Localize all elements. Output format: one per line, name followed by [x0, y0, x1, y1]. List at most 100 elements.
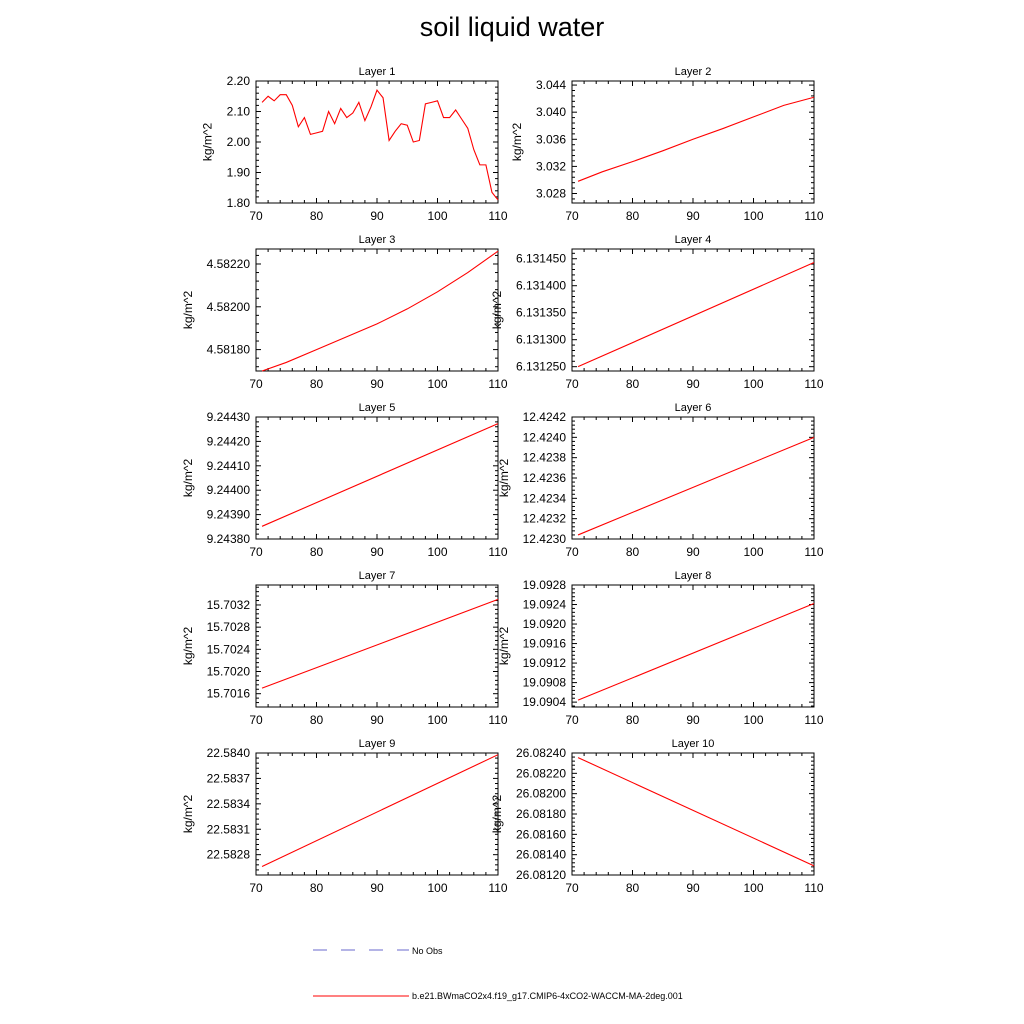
- layer-9-x-tick-label: 110: [488, 881, 507, 895]
- layer-10-x-tick-label: 70: [565, 881, 579, 895]
- layer-8-y-tick-label: 19.0924: [523, 598, 567, 612]
- layer-5-series-line: [261, 423, 499, 527]
- layer-7-x-tick-label: 110: [488, 713, 507, 727]
- layer-8-title: Layer 8: [675, 570, 712, 582]
- layer-10-panel: Layer 10 70 80 90 100 110 26.08120 26.08140 26.0…: [490, 738, 824, 895]
- layer-4-x-tick-label: 70: [565, 377, 579, 391]
- layer-4-title: Layer 4: [675, 234, 712, 246]
- layer-9-x-tick-label: 100: [427, 881, 447, 895]
- layer-7-x-tick-label: 100: [427, 713, 447, 727]
- layer-7-panel: Layer 7 70 80 90 100 110 15.7016 15.7020 15.7024…: [181, 570, 508, 727]
- layer-2-title: Layer 2: [675, 66, 712, 78]
- layer-10-x-tick-label: 90: [686, 881, 700, 895]
- layer-6-y-tick-label: 12.4230: [523, 532, 567, 546]
- layer-3-y-axis-label: kg/m^2: [181, 291, 195, 330]
- layer-4-y-tick-label: 6.131400: [516, 279, 566, 293]
- layer-10-series-line: [577, 757, 815, 867]
- layer-9-title: Layer 9: [359, 738, 396, 750]
- layer-4-y-axis-label: kg/m^2: [490, 291, 504, 330]
- layer-3-x-tick-label: 90: [370, 377, 384, 391]
- layer-2-x-tick-label: 110: [804, 209, 823, 223]
- layer-9-panel: Layer 9 70 80 90 100 110 22.5828 22.5831 22.5834…: [181, 738, 508, 895]
- layer-6-title: Layer 6: [675, 402, 712, 414]
- layer-8-x-tick-label: 80: [626, 713, 640, 727]
- layer-1-x-tick-label: 70: [249, 209, 263, 223]
- layer-9-y-tick-label: 22.5831: [207, 822, 251, 836]
- layer-10-x-tick-label: 100: [743, 881, 763, 895]
- layer-4-y-tick-label: 6.131300: [516, 333, 566, 347]
- layer-6-y-tick-label: 12.4240: [523, 430, 567, 444]
- layer-1-y-tick-label: 1.90: [227, 166, 251, 180]
- layer-2-y-tick-label: 3.032: [536, 159, 566, 173]
- layer-7-y-tick-label: 15.7016: [207, 687, 251, 701]
- layer-5-x-tick-label: 80: [310, 545, 324, 559]
- layer-8-y-axis-label: kg/m^2: [497, 627, 511, 666]
- layer-6-y-tick-label: 12.4232: [523, 512, 567, 526]
- layer-1-y-tick-label: 1.80: [227, 196, 251, 210]
- layer-4-y-tick-label: 6.131250: [516, 360, 566, 374]
- layer-6-plot-frame: [571, 416, 815, 540]
- layer-7-y-tick-label: 15.7024: [207, 642, 251, 656]
- legend-run-label: b.e21.BWmaCO2x4.f19_g17.CMIP6-4xCO2-WACC…: [412, 991, 683, 1001]
- layer-5-x-tick-label: 100: [427, 545, 447, 559]
- legend: No Obs b.e21.BWmaCO2x4.f19_g17.CMIP6-4xCO…: [313, 946, 683, 1001]
- layer-5-x-tick-label: 110: [488, 545, 507, 559]
- layer-8-y-tick-label: 19.0912: [523, 656, 567, 670]
- layer-3-title: Layer 3: [359, 234, 396, 246]
- layer-1-plot-frame: [255, 80, 499, 204]
- layer-3-plot-frame: [255, 248, 499, 372]
- layer-9-y-tick-label: 22.5828: [207, 848, 251, 862]
- layer-2-plot-frame: [571, 80, 815, 204]
- layer-5-panel: Layer 5 70 80 90 100 110 9.24380 9.24390 9.24400…: [181, 402, 508, 559]
- layer-9-x-tick-label: 90: [370, 881, 384, 895]
- layer-2-x-tick-label: 80: [626, 209, 640, 223]
- layer-10-x-tick-label: 110: [804, 881, 823, 895]
- layer-6-x-tick-label: 90: [686, 545, 700, 559]
- layer-4-y-tick-label: 6.131350: [516, 306, 566, 320]
- layer-4-plot-frame: [571, 248, 815, 372]
- layer-1-x-tick-label: 80: [310, 209, 324, 223]
- layer-1-y-tick-label: 2.20: [227, 74, 251, 88]
- layer-5-y-tick-label: 9.24390: [207, 508, 251, 522]
- layer-4-y-tick-label: 6.131450: [516, 252, 566, 266]
- main-title: soil liquid water: [419, 12, 605, 42]
- layer-5-x-tick-label: 90: [370, 545, 384, 559]
- layer-7-y-tick-label: 15.7032: [207, 598, 251, 612]
- layer-2-y-tick-label: 3.040: [536, 105, 566, 119]
- layer-8-panel: Layer 8 70 80 90 100 110 19.0904 19.0908 19.0912…: [497, 570, 824, 727]
- layer-8-x-tick-label: 90: [686, 713, 700, 727]
- layer-1-title: Layer 1: [359, 66, 396, 78]
- layer-5-x-tick-label: 70: [249, 545, 263, 559]
- layer-8-x-tick-label: 70: [565, 713, 579, 727]
- layer-4-x-tick-label: 80: [626, 377, 640, 391]
- layer-6-x-tick-label: 70: [565, 545, 579, 559]
- layer-3-x-tick-label: 80: [310, 377, 324, 391]
- layer-1-y-tick-label: 2.00: [227, 135, 251, 149]
- layer-5-y-tick-label: 9.24420: [207, 434, 251, 448]
- layer-6-x-tick-label: 110: [804, 545, 823, 559]
- layer-1-x-tick-label: 110: [488, 209, 507, 223]
- layer-5-y-tick-label: 9.24430: [207, 410, 251, 424]
- layer-7-x-tick-label: 80: [310, 713, 324, 727]
- layer-10-y-tick-label: 26.08160: [516, 827, 566, 841]
- layer-7-series-line: [261, 598, 499, 689]
- layer-4-x-tick-label: 110: [804, 377, 823, 391]
- layer-6-y-tick-label: 12.4242: [523, 410, 567, 424]
- layer-5-y-tick-label: 9.24410: [207, 459, 251, 473]
- layer-5-y-tick-label: 9.24400: [207, 483, 251, 497]
- layer-9-x-tick-label: 80: [310, 881, 324, 895]
- layer-3-y-tick-label: 4.58180: [207, 343, 251, 357]
- layer-2-x-tick-label: 70: [565, 209, 579, 223]
- layer-6-y-axis-label: kg/m^2: [497, 459, 511, 498]
- layer-10-title: Layer 10: [672, 738, 715, 750]
- layer-1-panel: Layer 1 70 80 90 100 110 1.80 1.90 2.00 2.10 2.20 k…: [201, 66, 508, 223]
- layer-9-series-line: [261, 754, 499, 868]
- layer-7-x-tick-label: 90: [370, 713, 384, 727]
- layer-8-series-line: [577, 603, 815, 701]
- layer-8-y-tick-label: 19.0904: [523, 695, 567, 709]
- layer-6-y-tick-label: 12.4238: [523, 451, 567, 465]
- layer-10-y-tick-label: 26.08200: [516, 787, 566, 801]
- layer-3-series-line: [261, 250, 499, 372]
